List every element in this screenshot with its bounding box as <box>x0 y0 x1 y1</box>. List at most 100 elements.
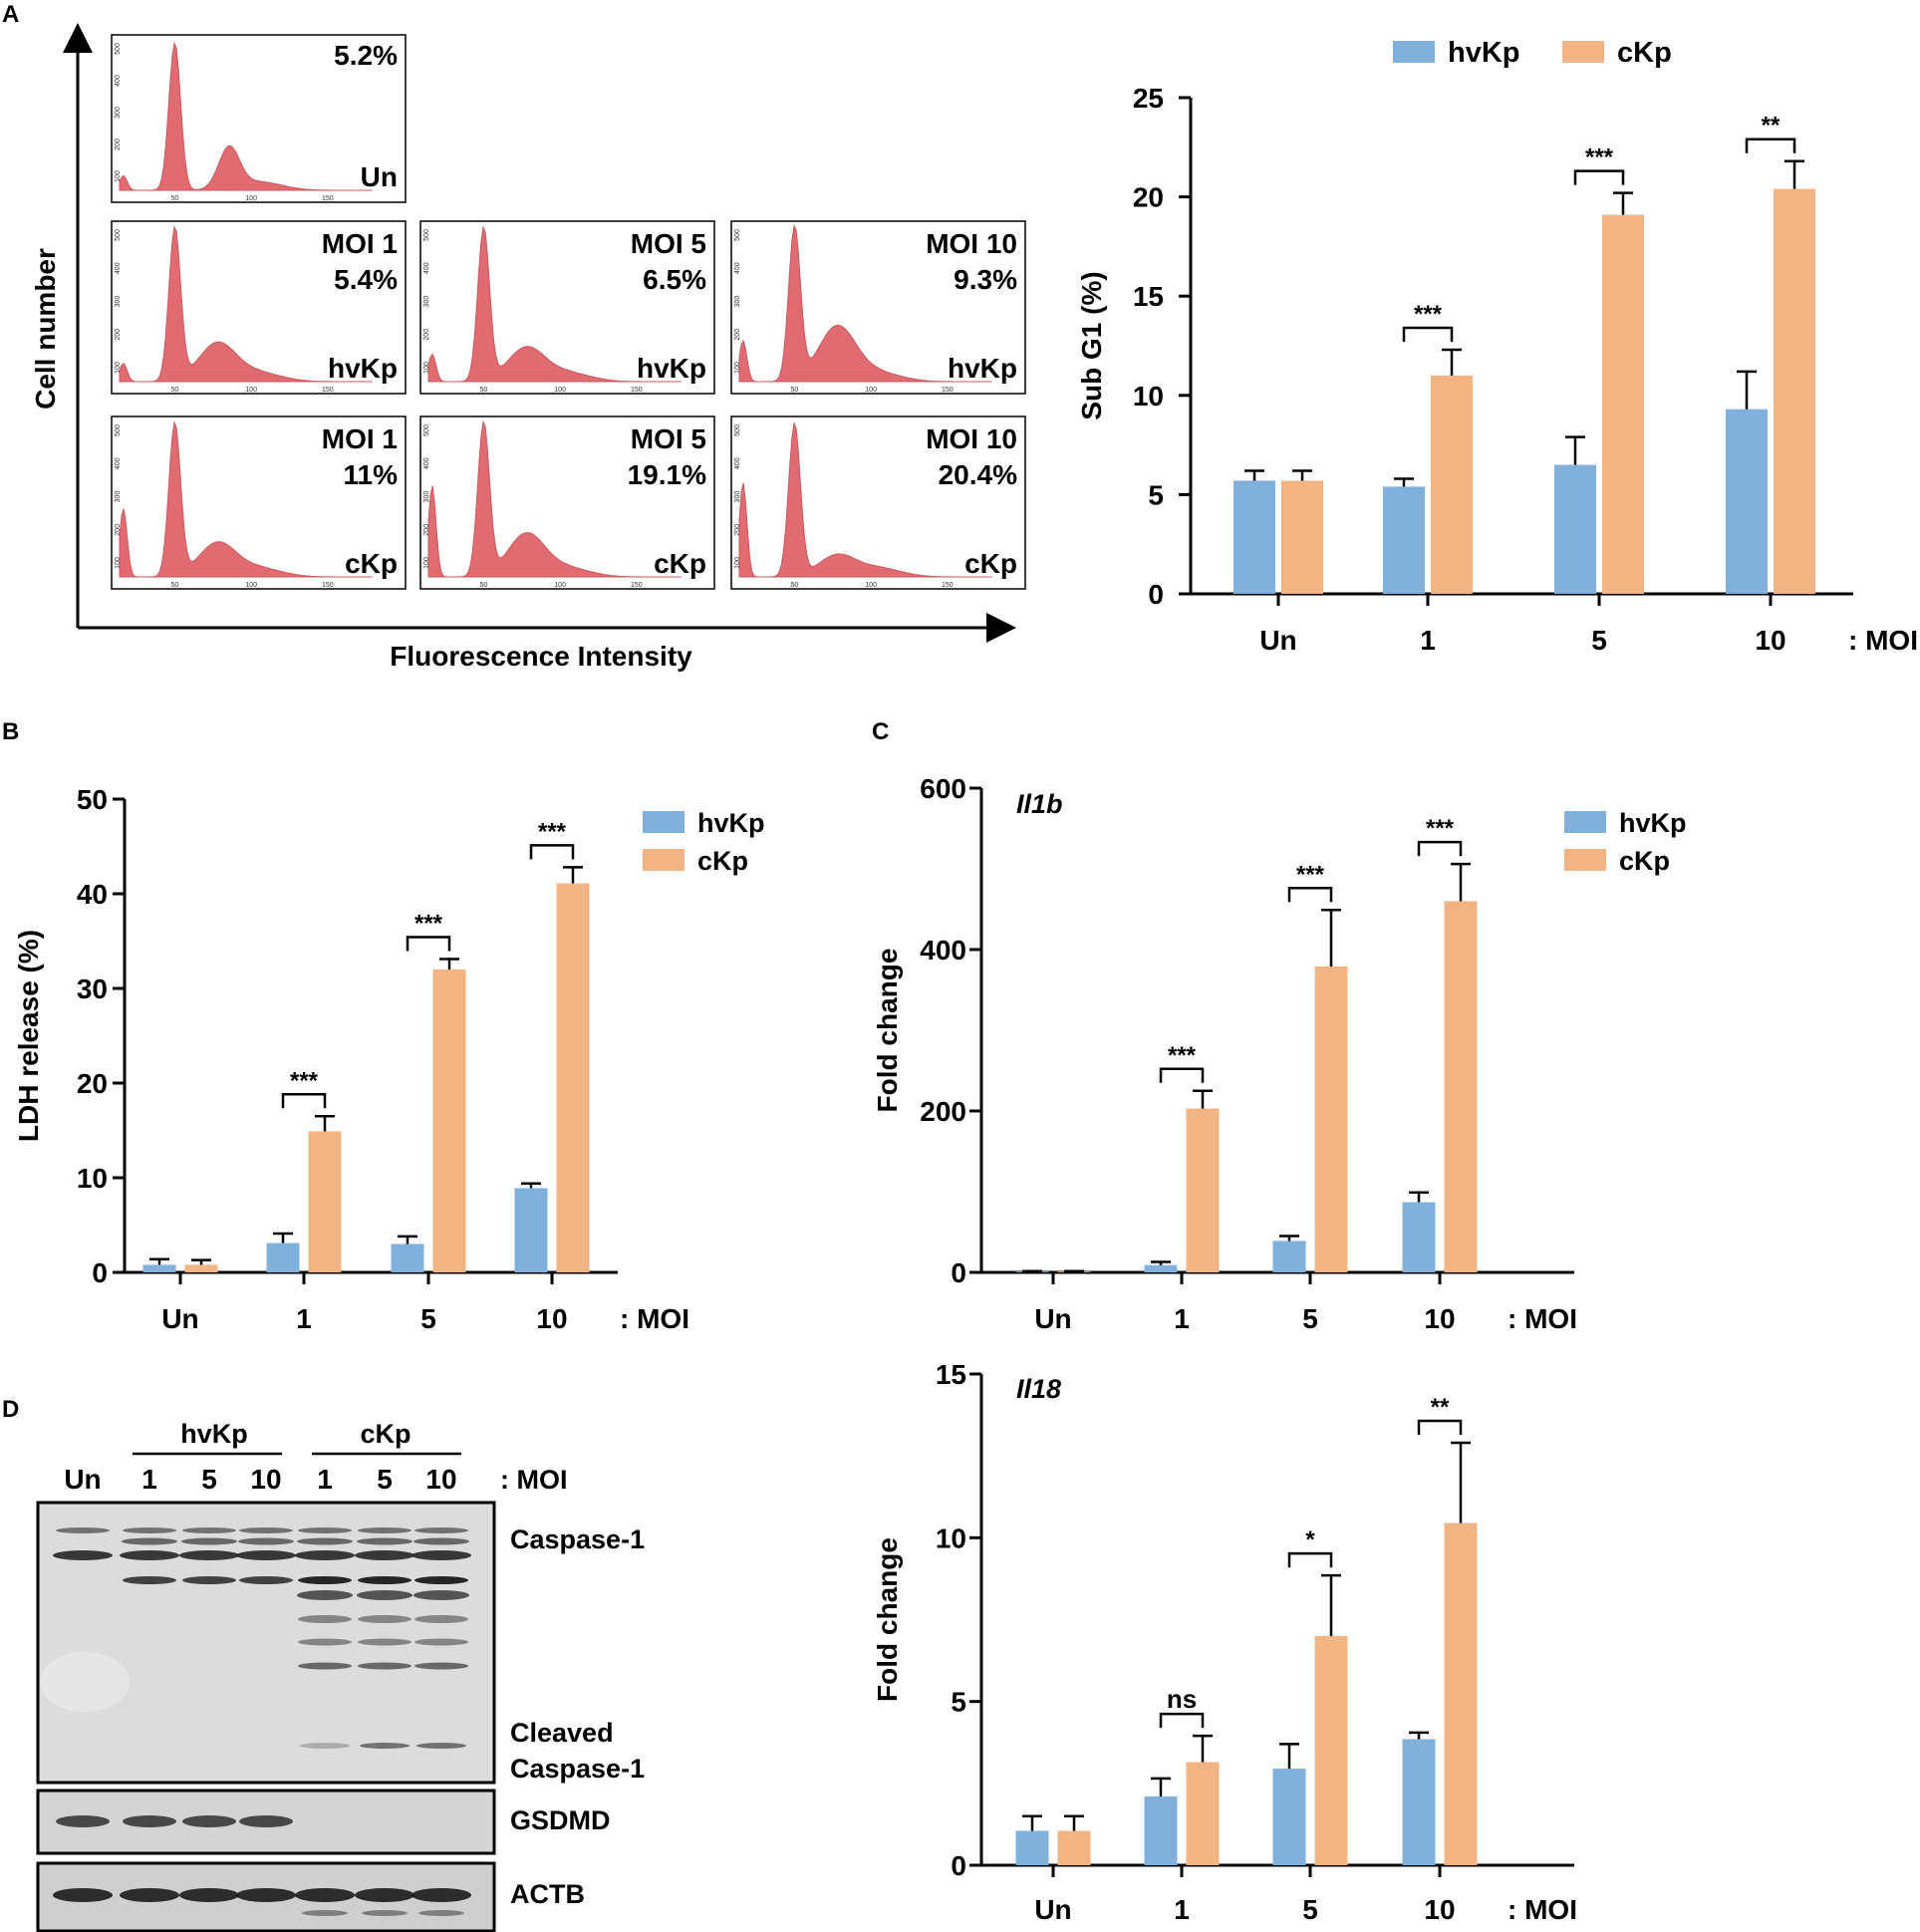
histogram-moi: MOI 10 <box>926 228 1017 259</box>
blot-band <box>358 1527 411 1533</box>
hist-y-tick: 500 <box>423 229 430 241</box>
blot-band <box>411 1888 471 1902</box>
x-axis-label: : MOI <box>1848 625 1918 656</box>
blot-band <box>182 1576 236 1584</box>
legend: hvKp cKp <box>1393 37 1672 69</box>
blot-band <box>358 1662 411 1670</box>
histogram-2: 50 100 150 500 400 300 200 100 MOI 1 5.4% hvKp <box>111 220 407 395</box>
hist-y-tick: 100 <box>734 362 741 374</box>
panel-a-histograms: Cell number Fluorescence Intensity 50 100… <box>30 23 1026 672</box>
significance-label: ** <box>1431 1394 1450 1421</box>
gsdmd-bands <box>56 1815 293 1827</box>
histogram-frame <box>730 415 1026 590</box>
category-label: 5 <box>1302 1894 1318 1925</box>
significance-label: *** <box>1168 1042 1197 1069</box>
histogram-1: 50 100 150 500 400 300 200 100 5.2% Un <box>111 34 407 203</box>
significance-label: ns <box>1167 1684 1197 1714</box>
blot-band <box>297 1537 353 1545</box>
blot-band <box>298 1662 352 1670</box>
hist-y-tick: 300 <box>423 491 430 503</box>
legend-swatch-hvkp <box>643 811 685 833</box>
blot-band <box>123 1815 176 1827</box>
hist-x-tick: 50 <box>171 195 179 202</box>
bar-hvkp-10 <box>514 1188 548 1272</box>
hist-x-tick: 150 <box>322 195 334 202</box>
blot-band <box>181 1537 237 1545</box>
histogram-curve <box>427 419 682 578</box>
hist-x-tick: 100 <box>245 195 257 202</box>
hist-y-tick: 100 <box>115 557 122 569</box>
histogram-frame <box>419 220 715 395</box>
panel-label-d: D <box>2 1396 19 1423</box>
hist-y-tick: 500 <box>115 43 122 55</box>
histogram-moi: MOI 5 <box>631 423 706 454</box>
label-caspase1: Caspase-1 <box>510 1524 645 1554</box>
significance-bracket <box>1573 169 1625 185</box>
blot-band <box>302 1910 348 1916</box>
histogram-6: 50 100 150 500 400 300 200 100 MOI 5 19.1% cKp <box>419 415 715 590</box>
bar-ckp-10 <box>1444 1522 1478 1865</box>
hist-y-tick: 300 <box>734 296 741 308</box>
y-tick-label: 10 <box>936 1522 966 1553</box>
histogram-percent: 19.1% <box>628 459 706 490</box>
histogram-moi: MOI 10 <box>926 423 1017 454</box>
bar-hvkp-10 <box>1726 409 1768 594</box>
blot-band <box>179 1888 239 1902</box>
label-cleaved-caspase1: Caspase-1 <box>510 1754 645 1784</box>
blot-band <box>358 1576 411 1584</box>
hist-y-tick: 400 <box>115 457 122 469</box>
bar-ckp-1 <box>1186 1108 1220 1272</box>
hist-x-tick: 150 <box>322 582 334 589</box>
histogram-label: cKp <box>654 548 706 579</box>
significance-label: *** <box>414 911 443 938</box>
bar-ckp-1 <box>308 1131 342 1272</box>
blot-band <box>414 1638 468 1646</box>
caspase1-bands <box>53 1527 471 1749</box>
y-tick-label: 30 <box>77 973 108 1004</box>
blot-band <box>298 1615 352 1623</box>
blot-band <box>182 1815 236 1827</box>
histogram-label: hvKp <box>948 353 1017 384</box>
y-tick-label: 0 <box>951 1850 966 1881</box>
bar-ckp-10 <box>1444 901 1478 1272</box>
hist-x-tick: 100 <box>245 387 257 394</box>
legend-swatch-ckp <box>643 849 685 871</box>
lane-label: 10 <box>425 1464 456 1495</box>
chart-il18: 0 5 10 15 Fold change Il18 Un 1 ns 5 * 10 **: MOI <box>872 1359 1577 1925</box>
bar-hvkp-10 <box>1402 1739 1436 1865</box>
bar-ckp-un <box>1281 480 1323 594</box>
hist-x-tick: 150 <box>942 582 954 589</box>
blot-band <box>413 1590 469 1600</box>
blot-band <box>295 1888 355 1902</box>
bar-hvkp-5 <box>1272 1769 1306 1865</box>
hist-y-tick: 400 <box>734 262 741 274</box>
hist-x-tick: 100 <box>865 387 877 394</box>
hist-y-tick: 400 <box>423 457 430 469</box>
hist-x-tick: 150 <box>942 387 954 394</box>
significance-label: ** <box>1762 113 1781 139</box>
bar-ckp-10 <box>556 883 590 1272</box>
y-axis-label: LDH release (%) <box>13 930 44 1142</box>
blot-band <box>298 1576 352 1584</box>
hist-y-tick: 200 <box>734 524 741 536</box>
bar-hvkp-5 <box>1554 464 1596 594</box>
panel-d-western-blot: hvKp cKp Un 1 5 10 1 5 10 : MOI Caspase-1 Clea… <box>36 1419 645 1932</box>
bar-ckp-1 <box>1186 1762 1220 1865</box>
histogram-5: 50 100 150 500 400 300 200 100 MOI 1 11% cKp <box>111 415 407 590</box>
bar-hvkp-1 <box>1144 1795 1178 1865</box>
category-label: 1 <box>1174 1894 1190 1925</box>
blot-band <box>355 1888 414 1902</box>
histogram-percent: 6.5% <box>643 264 706 295</box>
hist-y-tick: 300 <box>115 107 122 119</box>
y-tick-label: 20 <box>77 1068 108 1099</box>
chart-title: Il1b <box>1016 789 1063 819</box>
blot-smear <box>40 1652 130 1712</box>
histogram-frame <box>419 415 715 590</box>
bar-ckp-un <box>184 1264 218 1272</box>
histogram-moi: MOI 5 <box>631 228 706 259</box>
legend-label-ckp: cKp <box>697 846 748 876</box>
chart-ldh: 0 10 20 30 40 50 LDH release (%) Un 1 *** 5 *** 10 **… <box>13 784 765 1334</box>
lane-label: 1 <box>141 1464 157 1495</box>
blot-band <box>239 1815 293 1827</box>
category-label: 1 <box>1174 1303 1190 1334</box>
